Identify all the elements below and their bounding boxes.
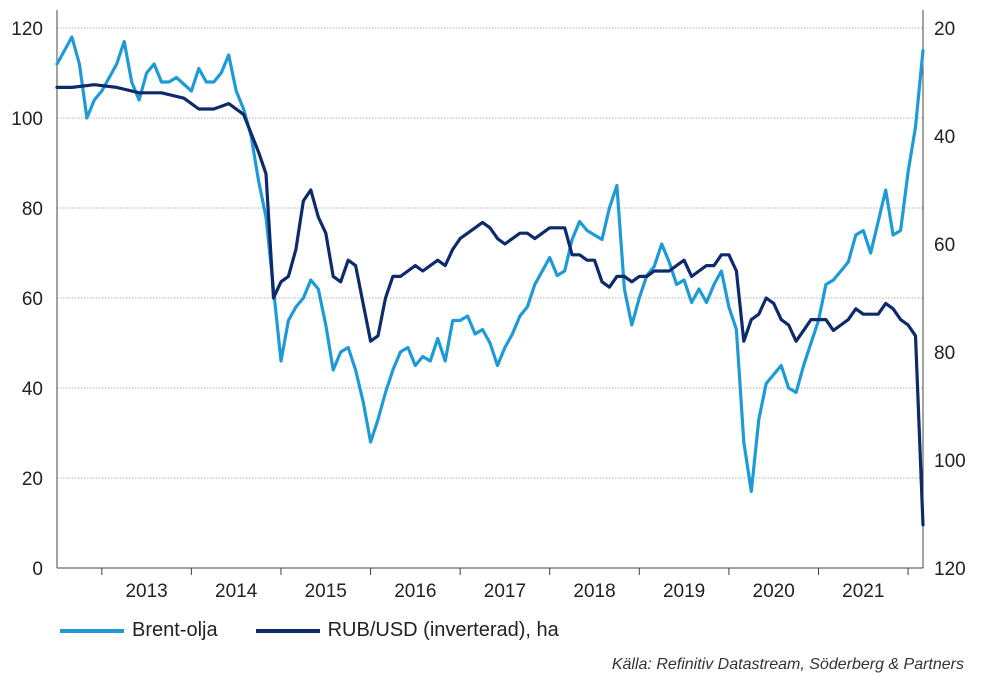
legend-item-rubusd: RUB/USD (inverterad), ha: [255, 619, 559, 642]
right-tick-label: 100: [934, 451, 966, 472]
legend-label-rubusd: RUB/USD (inverterad), ha: [327, 619, 559, 641]
right-tick-label: 80: [934, 343, 955, 364]
right-tick-label: 20: [934, 19, 955, 40]
left-tick-label: 40: [22, 379, 43, 400]
left-tick-label: 20: [22, 469, 43, 490]
legend-swatch-brent: [60, 628, 124, 633]
legend-item-brent: Brent-olja: [60, 619, 218, 642]
series-line-0: [55, 35, 925, 494]
legend-swatch-rubusd: [255, 628, 320, 633]
x-tick-label: 2019: [663, 581, 705, 602]
left-tick-label: 60: [22, 289, 43, 310]
left-tick-label: 100: [11, 109, 43, 130]
series-line-1: [55, 83, 925, 527]
x-tick-label: 2014: [215, 581, 258, 602]
legend: Brent-olja RUB/USD (inverterad), ha: [60, 619, 597, 642]
x-tick-label: 2017: [484, 581, 526, 602]
x-tick-label: 2020: [753, 581, 795, 602]
source-note: Källa: Refinitiv Datastream, Söderberg &…: [611, 656, 964, 673]
right-tick-label: 40: [934, 127, 955, 148]
right-tick-label: 60: [934, 235, 955, 256]
x-tick-label: 2015: [305, 581, 347, 602]
x-tick-label: 2013: [125, 581, 167, 602]
legend-label-brent: Brent-olja: [132, 619, 218, 641]
left-tick-label: 120: [11, 19, 43, 40]
x-tick-label: 2016: [394, 581, 436, 602]
x-tick-label: 2018: [573, 581, 615, 602]
left-tick-label: 0: [32, 559, 43, 580]
right-tick-label: 120: [934, 559, 966, 580]
left-tick-label: 80: [22, 199, 43, 220]
x-tick-label: 2021: [842, 581, 884, 602]
